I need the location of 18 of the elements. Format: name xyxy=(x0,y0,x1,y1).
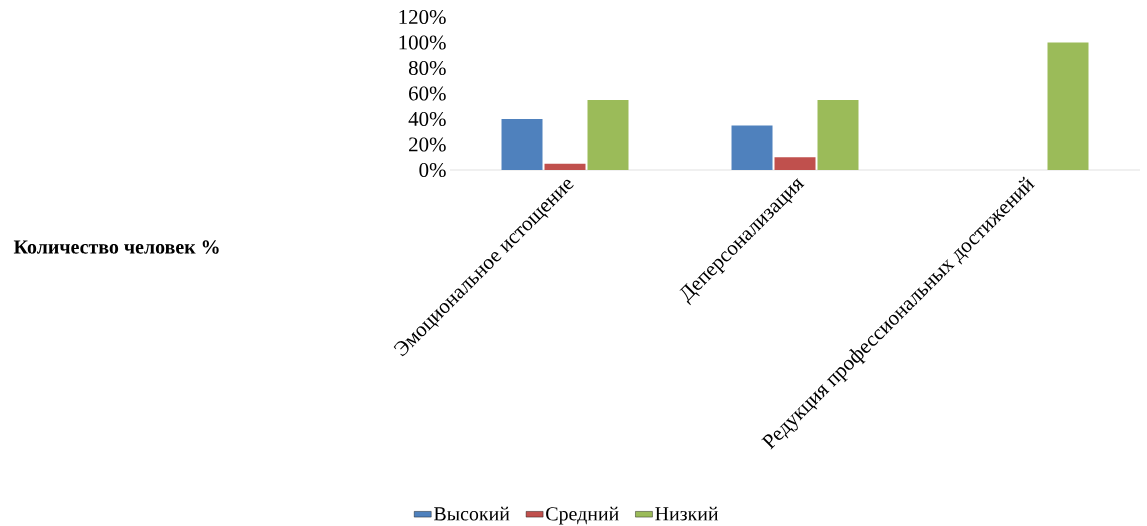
y-tick-label: 60% xyxy=(409,86,446,101)
bar xyxy=(587,99,629,170)
bar xyxy=(774,157,816,170)
bar xyxy=(544,163,586,170)
legend-label: Низкий xyxy=(655,506,719,521)
legend-label: Средний xyxy=(546,506,619,525)
bar xyxy=(501,119,543,170)
y-tick-label: 20% xyxy=(409,137,446,152)
bar xyxy=(817,99,859,170)
y-tick-label: 120% xyxy=(399,9,446,25)
legend-label: Высокий xyxy=(434,506,510,521)
bar xyxy=(1047,42,1089,170)
y-tick-label: 40% xyxy=(408,111,446,127)
y-tick-label: 0% xyxy=(419,162,446,178)
y-tick-label: 80% xyxy=(408,60,446,76)
y-tick-label: 100% xyxy=(399,35,446,50)
text: Количество человек % xyxy=(13,240,219,254)
bar xyxy=(731,125,773,170)
